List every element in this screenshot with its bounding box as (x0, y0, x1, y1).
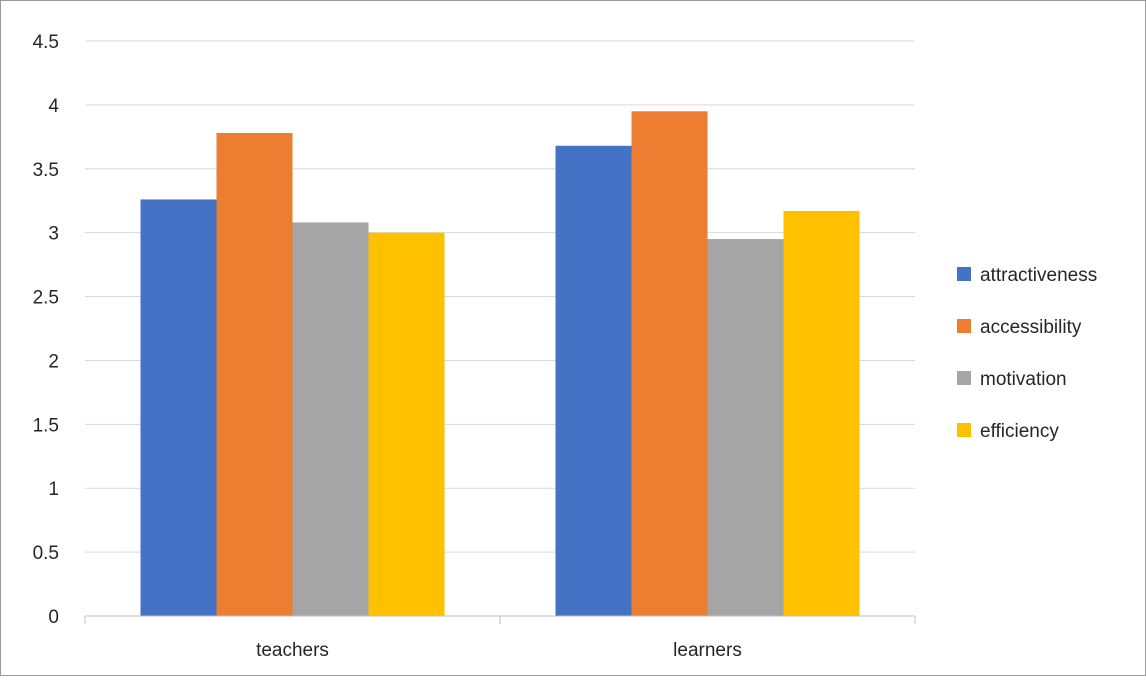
bar-attractiveness-teachers (140, 199, 217, 616)
y-tick-label: 2 (48, 351, 59, 372)
legend-swatch-attractiveness (957, 267, 971, 281)
axes (84, 615, 916, 624)
x-category-label: learners (673, 640, 742, 661)
legend-label: efficiency (980, 421, 1059, 442)
legend-item: motivation (957, 369, 1067, 390)
x-category-label: teachers (256, 640, 329, 661)
bar-efficiency-learners (783, 210, 860, 616)
y-tick-label: 4.5 (33, 32, 59, 53)
bar-accessibility-learners (631, 111, 708, 617)
bar-motivation-teachers (292, 222, 369, 616)
y-tick-label: 4 (48, 96, 59, 117)
y-axis-tick-labels: 0 0.5 1 1.5 2 2.5 3 3.5 4 4.5 (33, 32, 60, 628)
legend-label: attractiveness (980, 265, 1097, 286)
legend-label: accessibility (980, 317, 1082, 338)
legend-item: efficiency (957, 421, 1059, 442)
legend-swatch-efficiency (957, 423, 971, 437)
legend: attractiveness accessibility motivation eff… (957, 265, 1097, 442)
legend-label: motivation (980, 369, 1067, 390)
y-tick-label: 1 (48, 479, 59, 500)
y-tick-label: 0 (48, 607, 59, 628)
bar-accessibility-teachers (216, 133, 293, 616)
legend-item: accessibility (957, 317, 1082, 338)
y-tick-label: 2.5 (33, 288, 59, 309)
x-axis-category-labels: teachers learners (256, 640, 742, 661)
y-tick-label: 3 (48, 224, 59, 245)
legend-swatch-motivation (957, 371, 971, 385)
y-tick-label: 3.5 (33, 160, 59, 181)
bars (140, 111, 860, 617)
bar-efficiency-teachers (368, 232, 445, 616)
y-tick-label: 1.5 (33, 415, 59, 436)
legend-item: attractiveness (957, 265, 1097, 286)
bar-attractiveness-learners (555, 145, 632, 616)
legend-swatch-accessibility (957, 319, 971, 333)
y-tick-label: 0.5 (33, 543, 59, 564)
bar-motivation-learners (707, 239, 784, 617)
